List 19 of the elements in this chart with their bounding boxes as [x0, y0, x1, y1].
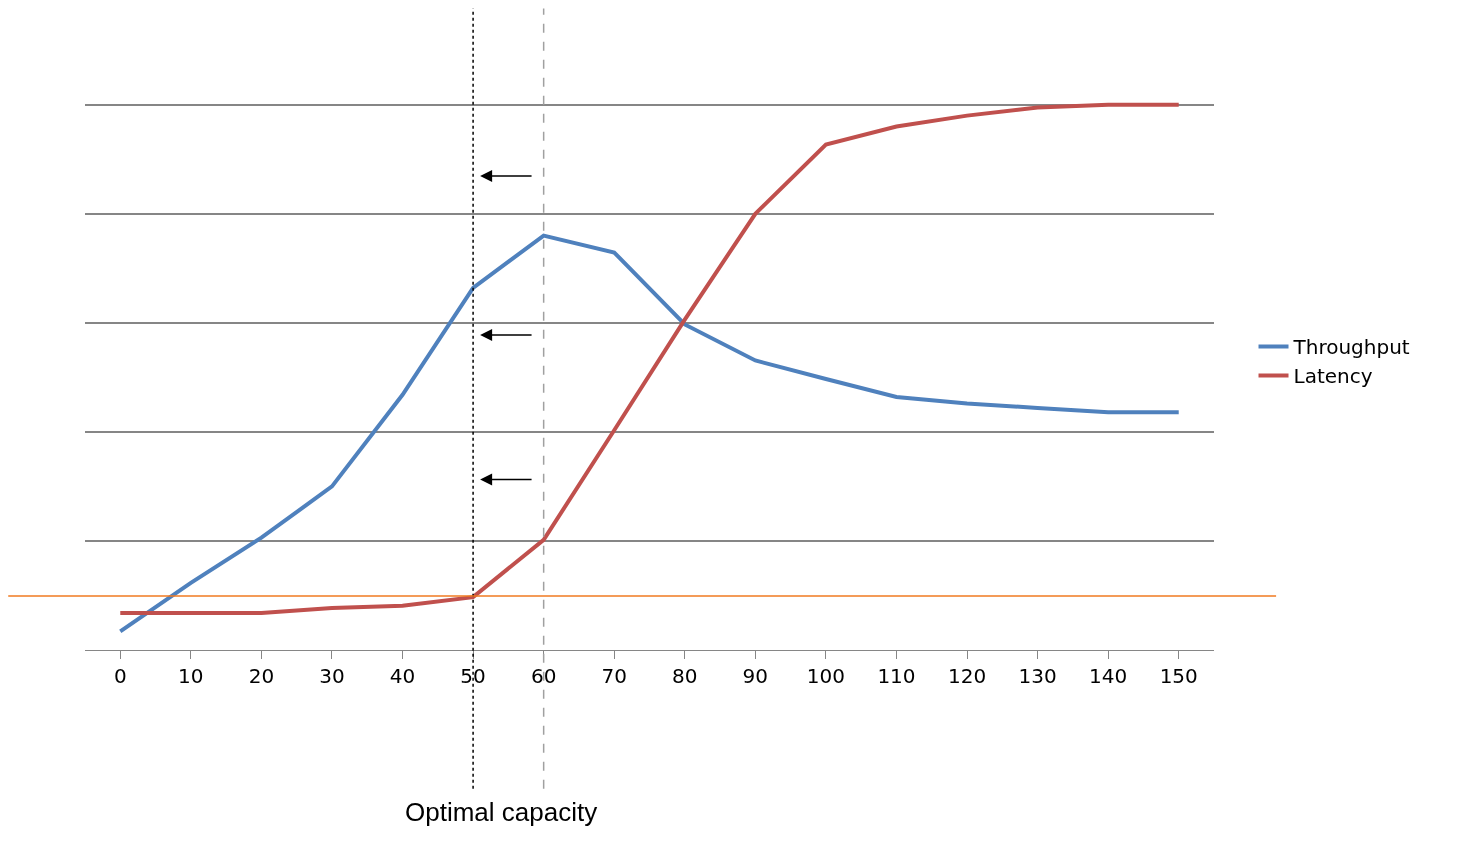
x-tick-label: 10	[178, 664, 204, 688]
legend-label: Throughput	[1292, 335, 1410, 360]
x-tick-label: 70	[601, 664, 627, 688]
x-tick-label: 90	[742, 664, 769, 688]
x-tick-label: 140	[1089, 664, 1128, 688]
x-tick-label: 100	[806, 664, 845, 688]
legend-label: Latency	[1293, 364, 1373, 389]
x-tick-label: 50	[460, 664, 486, 688]
x-tick-label: 150	[1159, 664, 1198, 688]
x-tick-label: 0	[113, 664, 127, 688]
text: Optimal capacity	[405, 797, 598, 827]
x-tick-label: 60	[530, 664, 557, 688]
x-tick-label: 40	[389, 664, 416, 688]
x-tick-label: 130	[1018, 664, 1057, 688]
x-tick-label: 120	[947, 664, 987, 688]
x-tick-label: 30	[319, 664, 345, 688]
x-tick-label: 20	[248, 664, 275, 688]
x-tick-label: 80	[672, 664, 698, 688]
x-tick-label: 110	[877, 664, 916, 688]
